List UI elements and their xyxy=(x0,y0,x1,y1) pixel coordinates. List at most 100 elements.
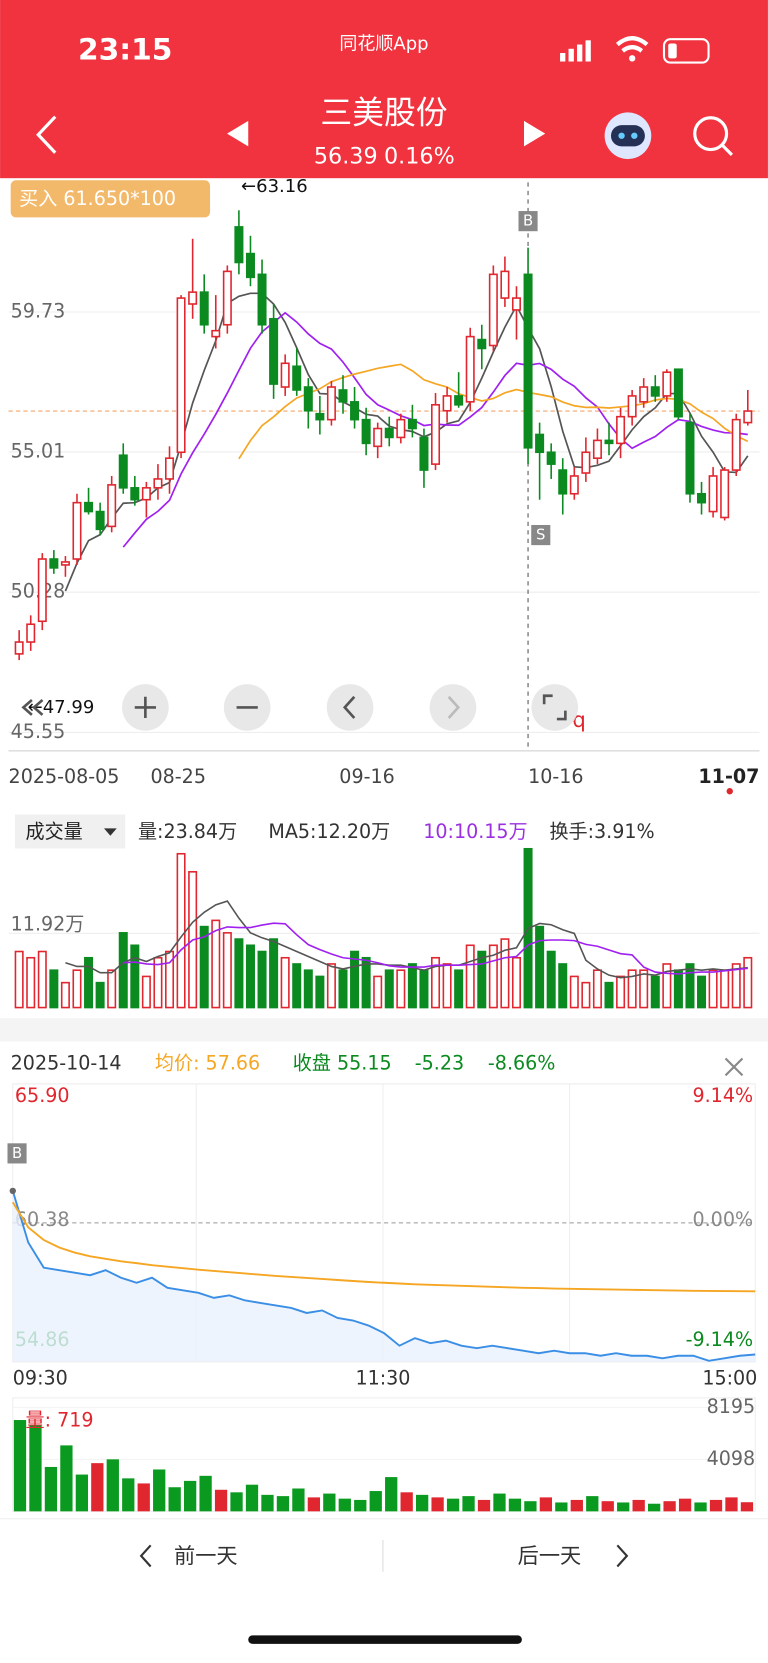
chart-controls[interactable] xyxy=(122,684,579,731)
prev-stock[interactable] xyxy=(227,120,249,147)
volume-bar xyxy=(477,1499,491,1512)
time-label: 15:00 xyxy=(702,1366,757,1389)
candle-body xyxy=(581,451,591,474)
y-tick-label: 8195 xyxy=(707,1395,756,1418)
candle-body xyxy=(731,418,741,471)
volume-bar xyxy=(415,1494,429,1512)
volume-stat: 换手:3.91% xyxy=(549,820,654,843)
next-arrow xyxy=(616,1544,629,1568)
volume-bar xyxy=(465,944,475,1009)
next-day[interactable]: 后一天 xyxy=(518,1544,582,1569)
candle-body xyxy=(95,510,105,531)
volume-ma-line xyxy=(123,922,748,975)
volume-bar xyxy=(431,1497,444,1512)
candle-body xyxy=(535,433,545,454)
search-icon[interactable] xyxy=(693,116,733,156)
volume-bar xyxy=(546,950,556,1009)
volume-bar xyxy=(508,1498,522,1512)
volume-bar xyxy=(118,932,128,1009)
y-tick-label: 4098 xyxy=(707,1447,756,1470)
volume-bar xyxy=(369,1491,382,1512)
y-tick-label: 65.90 xyxy=(15,1084,70,1107)
candle-body xyxy=(708,475,718,513)
volume-bar xyxy=(168,1487,181,1512)
candle-body xyxy=(384,427,394,439)
volume-bar xyxy=(400,1492,413,1512)
volume-bar xyxy=(37,950,47,1009)
candle-body xyxy=(673,368,683,418)
volume-chart: 11.92万 xyxy=(8,847,760,1009)
candle-body xyxy=(14,641,24,655)
assistant-icon[interactable] xyxy=(604,112,652,160)
volume-bar xyxy=(183,1480,197,1512)
volume-bar xyxy=(524,1501,537,1512)
volume-bar xyxy=(697,975,707,1009)
volume-bar xyxy=(740,1502,754,1512)
volume-bar xyxy=(222,932,232,1009)
volume-bar xyxy=(141,975,151,1009)
time-label: 11:30 xyxy=(355,1366,410,1389)
candle-body xyxy=(141,487,151,501)
volume-bar xyxy=(662,963,672,1009)
volume-bar xyxy=(539,1497,553,1512)
volume-bar xyxy=(604,981,614,1009)
volume-bar xyxy=(75,1474,89,1512)
candle-body xyxy=(639,386,649,403)
sell-marker: S xyxy=(536,527,545,544)
candle-body xyxy=(650,386,660,397)
volume-stat: MA5:12.20万 xyxy=(268,820,390,843)
average-line xyxy=(11,1201,756,1293)
dropdown-arrow xyxy=(104,828,117,836)
candle-body xyxy=(118,454,128,489)
intraday-stat: 收盘 55.15 xyxy=(293,1051,392,1074)
volume-bar xyxy=(586,1496,599,1512)
sell-marker-bg xyxy=(531,524,551,546)
price-line xyxy=(11,1190,756,1362)
control-glyphs xyxy=(21,694,567,721)
date-label: 11-07 xyxy=(698,765,759,788)
candle-body xyxy=(26,623,36,643)
volume-bar xyxy=(14,950,24,1009)
volume-bar xyxy=(431,956,441,1009)
intraday-stat: 均价: 57.66 xyxy=(155,1051,260,1074)
close-button[interactable] xyxy=(724,1057,744,1077)
volume-bar xyxy=(511,956,521,1009)
volume-bar xyxy=(569,975,579,1009)
back-button[interactable] xyxy=(36,115,57,154)
date-label: 09-16 xyxy=(339,765,394,788)
next-stock[interactable] xyxy=(523,120,546,147)
volume-bar xyxy=(419,969,429,1009)
buy-marker-bg xyxy=(518,211,538,232)
candle-body xyxy=(720,469,730,519)
candle-body xyxy=(546,451,556,465)
volume-bar xyxy=(627,969,637,1009)
candle-body xyxy=(523,273,533,449)
candle-body xyxy=(662,371,672,397)
candle-body xyxy=(257,273,267,326)
ma-line xyxy=(238,363,749,460)
volume-bar xyxy=(535,925,545,1009)
volume-bar xyxy=(13,1420,27,1512)
intraday-date: 2025-10-14 xyxy=(11,1051,122,1074)
volume-bar xyxy=(639,969,649,1009)
candle-body xyxy=(165,457,175,480)
candle-body xyxy=(500,270,510,299)
volume-stat: 量:23.84万 xyxy=(138,820,237,843)
candle-body xyxy=(292,365,302,391)
volume-bar xyxy=(407,963,417,1009)
y-tick-label: 45.55 xyxy=(11,720,66,743)
volume-bar xyxy=(91,1463,104,1512)
pct-label: 0.00% xyxy=(692,1208,753,1231)
date-label: 08-25 xyxy=(151,765,206,788)
candle-body xyxy=(477,338,487,350)
volume-bar xyxy=(731,963,741,1009)
volume-bar xyxy=(107,969,117,1009)
volume-bar xyxy=(694,1502,707,1512)
prev-day[interactable]: 前一天 xyxy=(174,1544,238,1569)
volume-bar xyxy=(315,975,325,1009)
status-app: 同花顺App xyxy=(339,34,428,55)
volume-stat: 10:10.15万 xyxy=(423,820,527,843)
intraday-stat: -5.23 xyxy=(415,1051,464,1074)
